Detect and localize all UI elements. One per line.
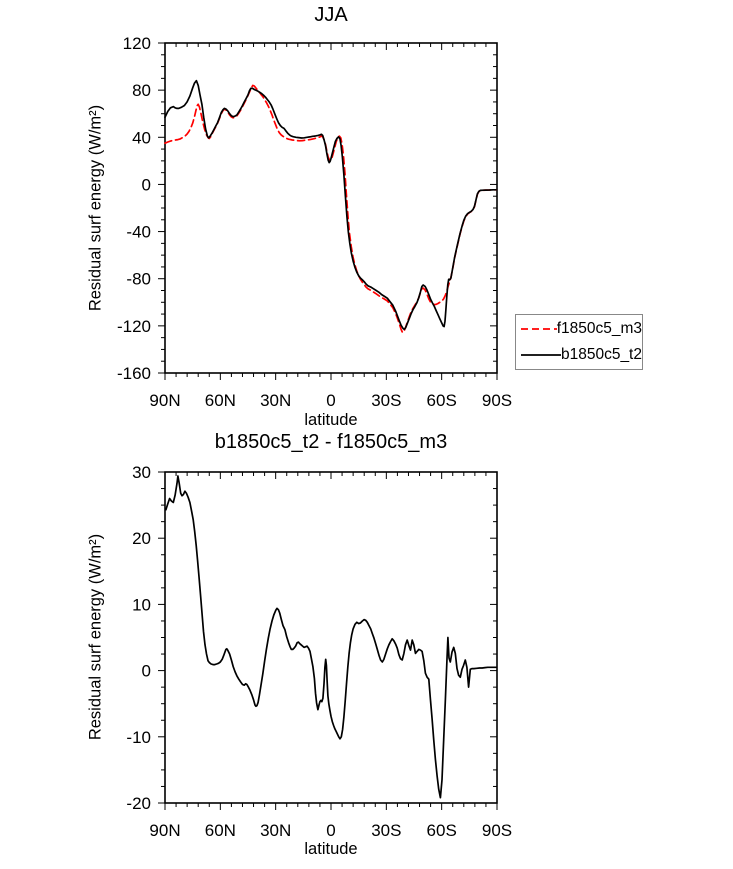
x-tick-label: 90N — [149, 821, 180, 840]
y-tick-label: 40 — [132, 128, 151, 147]
legend-line-red-dashed-icon — [521, 328, 557, 330]
x-tick-label: 60N — [205, 391, 236, 410]
x-tick-label: 0 — [326, 821, 335, 840]
curve-b1850c5-t2 — [164, 79, 497, 331]
y-tick-label: -10 — [126, 728, 151, 747]
bottom-panel-y-axis-title: Residual surf energy (W/m²) — [86, 533, 105, 741]
x-tick-label: 60N — [205, 821, 236, 840]
y-tick-label: -160 — [117, 364, 151, 383]
x-tick-label: 30N — [260, 391, 291, 410]
x-tick-label: 30S — [371, 391, 401, 410]
y-tick-label: 0 — [142, 662, 151, 681]
bottom-panel-title: b1850c5_t2 - f1850c5_m3 — [214, 431, 448, 453]
y-tick-label: -40 — [126, 223, 151, 242]
y-tick-label: 10 — [132, 595, 151, 614]
x-tick-label: 90S — [482, 391, 512, 410]
y-tick-label: 20 — [132, 529, 151, 548]
bottom-panel-x-axis-title: latitude — [304, 840, 358, 858]
x-tick-label: 60S — [427, 391, 457, 410]
curve-b1850c5-t2-f1850c5-m3 — [165, 475, 497, 799]
top-panel-title: JJA — [314, 4, 348, 26]
x-tick-label: 90N — [149, 391, 180, 410]
y-tick-label: -20 — [126, 794, 151, 813]
y-tick-label: -120 — [117, 317, 151, 336]
legend-label-f1850c5_m3: f1850c5_m3 — [556, 320, 642, 338]
legend-label-b1850c5_t2: b1850c5_t2 — [560, 346, 642, 364]
legend-line-black-solid-icon — [521, 354, 561, 356]
x-tick-label: 30N — [260, 821, 291, 840]
legend-box: f1850c5_m3 b1850c5_t2 — [515, 314, 643, 370]
y-tick-label: 0 — [142, 175, 151, 194]
panel-0-frame — [164, 42, 498, 374]
top-panel-x-axis-title: latitude — [304, 411, 358, 429]
x-tick-label: 90S — [482, 821, 512, 840]
top-panel-y-axis-title: Residual surf energy (W/m²) — [86, 104, 105, 312]
y-tick-label: 80 — [132, 81, 151, 100]
y-tick-label: 30 — [132, 463, 151, 482]
x-tick-label: 0 — [326, 391, 335, 410]
x-tick-label: 60S — [427, 821, 457, 840]
legend-entry-b1850c5_t2: b1850c5_t2 — [516, 343, 642, 367]
y-tick-label: 120 — [123, 34, 151, 53]
legend-entry-f1850c5_m3: f1850c5_m3 — [516, 317, 642, 341]
x-tick-label: 30S — [371, 821, 401, 840]
y-tick-label: -80 — [126, 270, 151, 289]
